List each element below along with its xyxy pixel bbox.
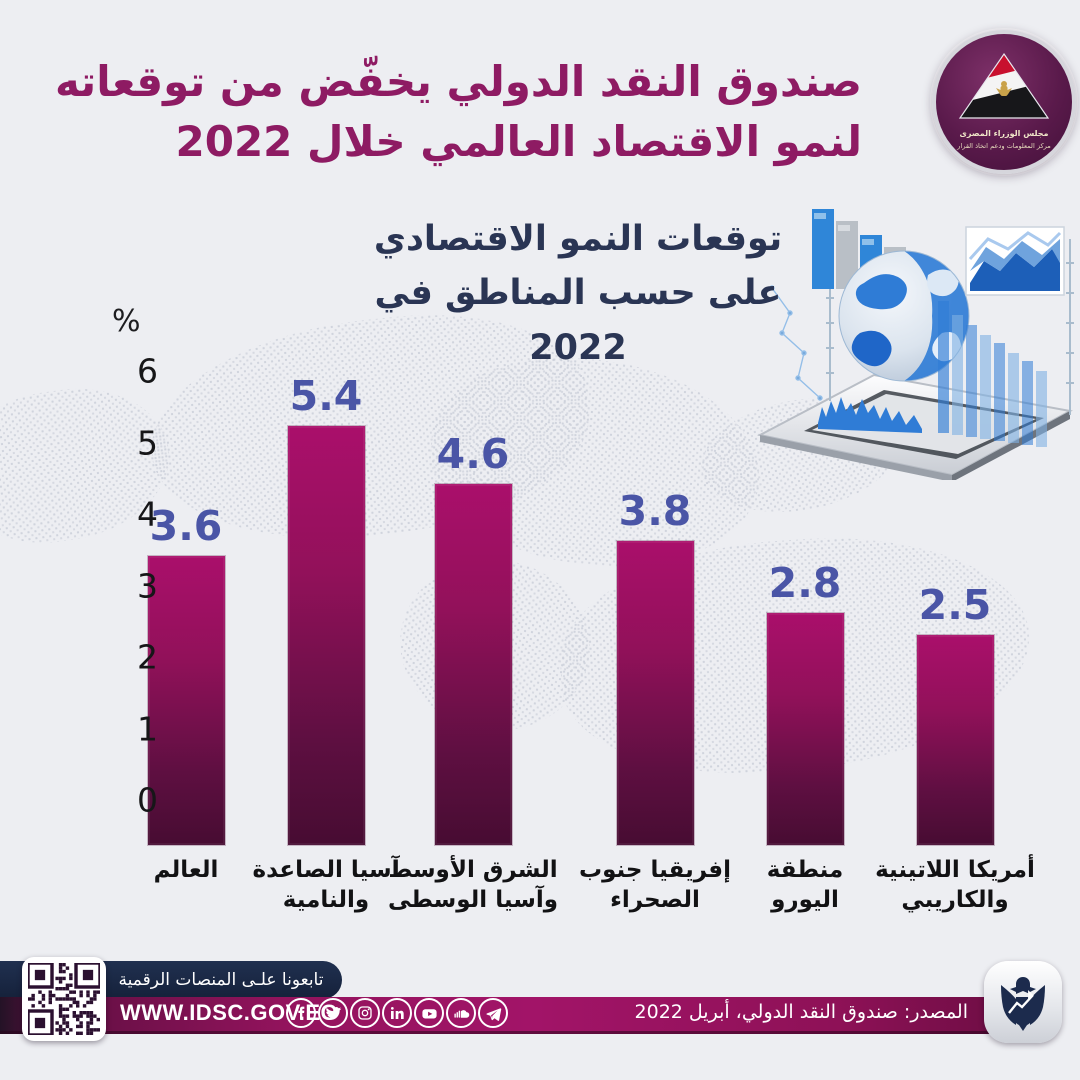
idsc-eagle-icon — [1001, 977, 1045, 1031]
y-axis-tick: 5 — [137, 423, 158, 462]
soundcloud-icon[interactable] — [446, 998, 476, 1028]
source-note: المصدر: صندوق النقد الدولي، أبريل 2022 — [634, 1001, 968, 1023]
axis-pole-right — [1066, 239, 1074, 415]
telegram-icon[interactable] — [478, 998, 508, 1028]
globe — [838, 250, 970, 382]
y-axis-tick: 3 — [137, 566, 158, 605]
bar-value: 3.6 — [149, 501, 223, 550]
bar-category-label: إفريقيا جنوب الصحراء — [579, 857, 731, 913]
tablet-analytics-illustration — [757, 209, 1074, 480]
chart-title: توقعات النمو الاقتصادي على حسب المناطق ف… — [368, 212, 788, 375]
qr-pattern — [28, 963, 100, 1035]
bar-4 — [616, 541, 694, 845]
bar-value: 5.4 — [289, 372, 363, 421]
bar-1 — [147, 555, 225, 845]
chart-title-line1: توقعات النمو الاقتصادي — [373, 219, 783, 259]
title-line2: لنمو الاقتصاد العالمي خلال 2022 — [175, 116, 863, 166]
bar-category-label: منطقة اليورو — [766, 857, 844, 913]
y-axis-tick: 1 — [137, 709, 158, 748]
bar-6 — [916, 635, 994, 845]
flag-triangle — [958, 52, 1050, 119]
bar-value: 4.6 — [436, 429, 510, 478]
logo-org-line1: مجلس الوزراء المصرى — [960, 129, 1049, 139]
social-icons-row — [286, 998, 508, 1028]
bar-value: 2.5 — [918, 581, 992, 629]
scatter-line-doodle — [769, 285, 823, 401]
mini-area-chart — [965, 226, 1065, 296]
y-axis-tick: 0 — [137, 780, 158, 820]
linkedin-icon[interactable] — [382, 998, 412, 1028]
title-line1: صندوق النقد الدولي يخفّض من توقعاته — [54, 57, 863, 107]
follow-us-label: تابعونا علـى المنصات الرقمية — [118, 970, 324, 990]
qr-code — [22, 957, 106, 1041]
axis-pole-left — [826, 278, 834, 401]
twitter-icon[interactable] — [318, 998, 348, 1028]
instagram-icon[interactable] — [350, 998, 380, 1028]
translucent-bar-series — [938, 301, 1047, 447]
bar-category-label: آسيا الصاعدة والنامية — [252, 857, 400, 913]
y-axis-unit: % — [112, 304, 141, 339]
logo-org-line2: مركز المعلومات ودعم اتخاذ القرار — [956, 142, 1051, 150]
bar-3 — [434, 483, 512, 845]
cabinet-logo-emblem: مجلس الوزراء المصرى مركز المعلومات ودعم … — [956, 52, 1051, 150]
chart-title-line2: على حسب المناطق في 2022 — [374, 273, 782, 368]
y-axis-tick: 6 — [137, 351, 158, 391]
bar-value: 3.8 — [618, 487, 692, 536]
bar-value: 2.8 — [768, 559, 842, 608]
footer-band — [0, 997, 1022, 1034]
bar-5 — [766, 613, 844, 845]
bar-2 — [287, 426, 365, 845]
page-title: صندوق النقد الدولي يخفّض من توقعاته لنمو… — [40, 52, 863, 171]
cabinet-idsc-logo: مجلس الوزراء المصرى مركز المعلومات ودعم … — [932, 30, 1076, 174]
y-axis-tick: 2 — [137, 637, 158, 677]
gold-eagle-icon — [996, 81, 1012, 96]
facebook-icon[interactable] — [286, 998, 316, 1028]
idsc-eagle-badge — [984, 961, 1062, 1043]
youtube-icon[interactable] — [414, 998, 444, 1028]
bar-category-label: الشرق الأوسط وآسيا الوسطى — [387, 857, 559, 913]
bar-category-label: العالم — [153, 857, 219, 883]
bar-category-label: أمريكا اللاتينية والكاريبي — [875, 857, 1035, 913]
